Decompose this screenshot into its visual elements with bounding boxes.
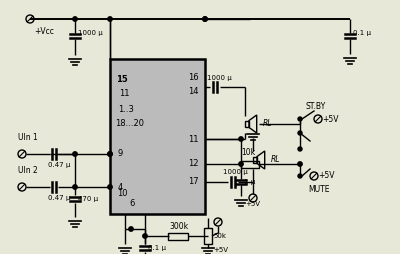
- Circle shape: [298, 131, 302, 135]
- Text: 0.47 µ: 0.47 µ: [48, 162, 70, 168]
- Circle shape: [108, 17, 112, 21]
- Circle shape: [73, 185, 77, 189]
- Text: +5V: +5V: [318, 171, 334, 181]
- Text: 16: 16: [188, 72, 198, 82]
- Circle shape: [298, 147, 302, 151]
- Text: 300k: 300k: [169, 222, 188, 231]
- Bar: [110, 59, 205, 214]
- Text: 15: 15: [116, 74, 128, 84]
- Circle shape: [73, 152, 77, 156]
- Text: 1 µ: 1 µ: [244, 179, 255, 185]
- Text: +5V: +5V: [213, 247, 228, 253]
- Circle shape: [108, 185, 112, 189]
- Text: +Vcc: +Vcc: [34, 27, 54, 36]
- Circle shape: [203, 17, 207, 21]
- Text: 0.1 µ: 0.1 µ: [353, 30, 371, 36]
- Text: RL: RL: [263, 119, 272, 129]
- Circle shape: [298, 162, 302, 166]
- Text: 50k: 50k: [213, 233, 226, 239]
- Text: 10: 10: [117, 189, 127, 198]
- Text: 11: 11: [119, 89, 129, 99]
- Text: 11: 11: [188, 135, 198, 144]
- Text: +5V: +5V: [245, 201, 260, 207]
- Text: 470 µ: 470 µ: [78, 196, 98, 202]
- Circle shape: [108, 152, 112, 156]
- Text: 12: 12: [188, 160, 198, 168]
- Circle shape: [73, 17, 77, 21]
- Text: 9: 9: [117, 150, 123, 158]
- Circle shape: [143, 234, 147, 238]
- Bar: [241, 161, 259, 167]
- Text: 1000 µ: 1000 µ: [78, 30, 103, 36]
- Text: 0.47 µ: 0.47 µ: [48, 195, 70, 201]
- Circle shape: [129, 227, 133, 231]
- Text: 1000 µ: 1000 µ: [207, 75, 232, 81]
- Text: 6: 6: [129, 199, 135, 209]
- Text: MUTE: MUTE: [308, 185, 330, 195]
- Text: 4: 4: [117, 183, 123, 192]
- Bar: [168, 232, 188, 240]
- Text: 0.1 µ: 0.1 µ: [148, 245, 166, 251]
- Bar: [253, 156, 257, 163]
- Text: 18...20: 18...20: [116, 119, 144, 129]
- Text: 1..3: 1..3: [118, 104, 134, 114]
- Text: UIn 1: UIn 1: [18, 133, 38, 142]
- Circle shape: [239, 162, 243, 166]
- Text: UIn 2: UIn 2: [18, 166, 38, 175]
- Circle shape: [203, 17, 207, 21]
- Bar: [245, 121, 249, 128]
- Circle shape: [298, 117, 302, 121]
- Text: +5V: +5V: [322, 115, 338, 123]
- Text: 14: 14: [188, 87, 198, 96]
- Text: ST.BY: ST.BY: [305, 102, 325, 111]
- Text: RL: RL: [271, 155, 280, 165]
- Bar: [204, 228, 212, 244]
- Circle shape: [108, 152, 112, 156]
- Text: 10k: 10k: [241, 148, 255, 157]
- Circle shape: [298, 174, 302, 178]
- Text: 1000 µ: 1000 µ: [223, 169, 248, 175]
- Circle shape: [239, 137, 243, 141]
- Text: 17: 17: [188, 178, 198, 186]
